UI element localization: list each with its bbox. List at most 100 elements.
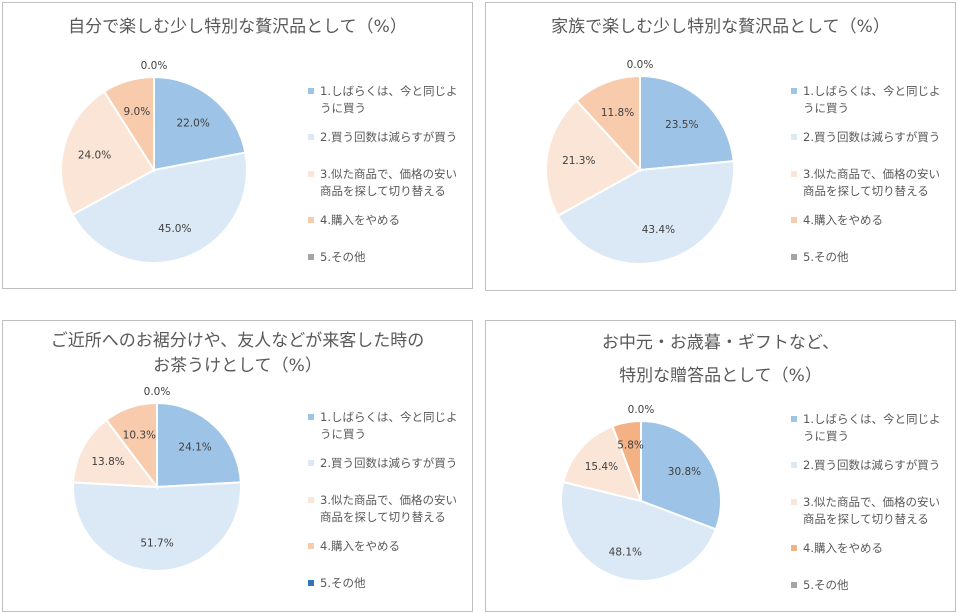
legend-item: 1.しばらくは、今と同じよ うに買う [308,83,474,117]
legend-label: 4.購入をやめる [803,541,883,555]
legend-swatch [791,582,797,588]
pie-slice [639,74,735,172]
legend-item: 2.買う回数は減らすが買う [791,457,957,474]
pie-slice [71,151,248,264]
legend-label: 2.買う回数は減らすが買う [803,458,941,472]
data-label: 24.1% [178,442,211,454]
pie-slice [640,419,722,531]
pie-slice [560,480,718,582]
legend-item: 4.購入をやめる [308,212,474,229]
data-label: 24.0% [78,150,111,162]
pie-slice [562,424,643,503]
legend-item: 4.購入をやめる [791,212,957,229]
data-label: 23.5% [665,119,698,131]
legend-label: 商品を探して切り替える [320,510,446,524]
legend-label: 5.その他 [803,250,849,264]
pie-slice [545,99,642,218]
chart-title: 家族で楽しむ少し特別な贅沢品として（%） [486,15,955,40]
legend: 1.しばらくは、今と同じよ うに買う 2.買う回数は減らすが買う 3.似た商品で、… [308,83,474,278]
legend-label: 4.購入をやめる [320,539,400,553]
pie-slice [156,401,242,489]
pie-slice [556,160,735,265]
legend-swatch [308,217,314,223]
legend-item: 5.その他 [791,577,957,594]
chart-title: ご近所へのお裾分けや、友人などが来客した時の お茶うけとして（%） [3,329,472,379]
legend-label: 1.しばらくは、今と同じよ [320,410,458,424]
legend-swatch [308,580,314,586]
data-label: 21.3% [562,155,595,167]
legend-item: 2.買う回数は減らすが買う [308,129,474,146]
chart-panel-3: ご近所へのお裾分けや、友人などが来客した時の お茶うけとして（%） 24.1% 5… [2,320,473,612]
legend-label: うに買う [320,427,366,441]
legend-swatch [791,545,797,551]
legend-item: 3.似た商品で、価格の安い 商品を探して切り替える [791,494,957,528]
pie-slice [153,75,247,172]
legend: 1.しばらくは、今と同じよ うに買う 2.買う回数は減らすが買う 3.似た商品で、… [308,409,474,604]
legend-label: 1.しばらくは、今と同じよ [320,84,458,98]
data-label: 22.0% [176,118,209,130]
data-label: 11.8% [601,107,634,119]
legend-label: うに買う [803,429,849,443]
legend-label: 1.しばらくは、今と同じよ [803,412,941,426]
pie-slice [575,74,641,173]
legend: 1.しばらくは、今と同じよ うに買う 2.買う回数は減らすが買う 3.似た商品で、… [791,83,957,278]
legend-label: 3.似た商品で、価格の安い [803,495,941,509]
data-label: 0.0% [144,386,171,398]
legend-item: 4.購入をやめる [308,538,474,555]
legend-swatch [308,134,314,140]
legend-label: 5.その他 [803,578,849,592]
legend-label: 商品を探して切り替える [803,184,929,198]
chart-title: 自分で楽しむ少し特別な贅沢品として（%） [3,15,472,40]
legend-swatch [791,254,797,260]
legend-swatch [308,460,314,466]
chart-panel-2: 家族で楽しむ少し特別な贅沢品として（%） 23.5% 43.4% 21.3% 11.8… [485,2,956,291]
legend-label: 2.買う回数は減らすが買う [320,130,458,144]
pie-chart: 30.8% 48.1% 15.4% 5.8% 0.0% [560,404,722,582]
data-label: 13.8% [91,456,124,468]
data-label: 9.0% [124,106,151,118]
pie-slice [104,401,158,490]
data-label: 51.7% [140,537,173,549]
legend-swatch [791,171,797,177]
legend-item: 4.購入をやめる [791,540,957,557]
legend-item: 2.買う回数は減らすが買う [308,455,474,472]
chart-title-line: ご近所へのお裾分けや、友人などが来客した時の [50,331,425,351]
legend: 1.しばらくは、今と同じよ うに買う 2.買う回数は減らすが買う 3.似た商品で、… [791,411,957,606]
data-label: 43.4% [642,224,675,236]
pie-chart: 23.5% 43.4% 21.3% 11.8% 0.0% [545,59,735,265]
legend-label: 1.しばらくは、今と同じよ [803,84,941,98]
data-label: 5.8% [617,439,644,451]
pie-slice [611,419,642,502]
chart-title-line: お茶うけとして（%） [153,356,322,376]
pie-slice [102,75,155,174]
legend-label: 4.購入をやめる [803,213,883,227]
legend-swatch [791,217,797,223]
data-label: 15.4% [585,461,618,473]
legend-label: 4.購入をやめる [320,213,400,227]
legend-item: 3.似た商品で、価格の安い 商品を探して切り替える [791,166,957,200]
chart-title-line: 家族で楽しむ少し特別な贅沢品として（%） [551,17,890,37]
legend-swatch [308,254,314,260]
chart-title-line: 特別な贈答品として（%） [619,366,822,386]
legend-swatch [308,171,314,177]
legend-label: 3.似た商品で、価格の安い [803,167,941,181]
legend-swatch [791,416,797,422]
legend-item: 5.その他 [308,249,474,266]
legend-item: 3.似た商品で、価格の安い 商品を探して切り替える [308,492,474,526]
legend-item: 2.買う回数は減らすが買う [791,129,957,146]
legend-swatch [791,462,797,468]
legend-label: 3.似た商品で、価格の安い [320,493,458,507]
pie-slice [72,418,160,489]
legend-label: うに買う [803,101,849,115]
legend-item: 1.しばらくは、今と同じよ うに買う [308,409,474,443]
data-label: 0.0% [627,59,654,71]
data-label: 0.0% [628,404,655,416]
pie-slice [60,90,156,217]
legend-label: 商品を探して切り替える [803,512,929,526]
legend-swatch [308,497,314,503]
legend-swatch [308,543,314,549]
legend-swatch [791,88,797,94]
pie-chart: 24.1% 51.7% 13.8% 10.3% 0.0% [72,386,242,572]
legend-label: 2.買う回数は減らすが買う [803,130,941,144]
chart-title: お中元・お歳暮・ギフトなど、 特別な贈答品として（%） [486,331,955,389]
